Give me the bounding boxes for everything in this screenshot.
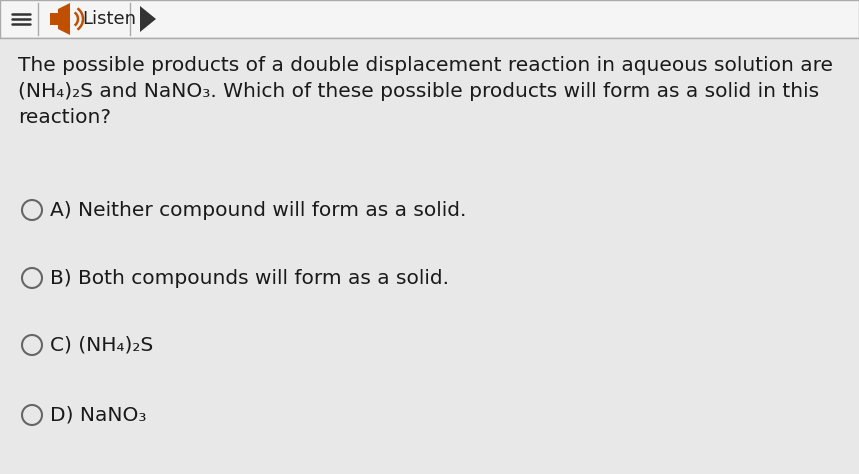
Bar	[0, 0, 859, 38]
FancyBboxPatch shape	[50, 13, 58, 25]
Text: B) Both compounds will form as a solid.: B) Both compounds will form as a solid.	[50, 268, 449, 288]
Text: (NH₄)₂S and NaNO₃. Which of these possible products will form as a solid in this: (NH₄)₂S and NaNO₃. Which of these possib…	[18, 82, 819, 101]
Text: C) (NH₄)₂S: C) (NH₄)₂S	[50, 336, 153, 355]
Text: The possible products of a double displacement reaction in aqueous solution are: The possible products of a double displa…	[18, 56, 833, 75]
Text: A) Neither compound will form as a solid.: A) Neither compound will form as a solid…	[50, 201, 466, 219]
Polygon shape	[140, 6, 156, 32]
Text: D) NaNO₃: D) NaNO₃	[50, 405, 147, 425]
Text: Listen: Listen	[82, 10, 136, 28]
Polygon shape	[58, 3, 70, 35]
Text: reaction?: reaction?	[18, 108, 111, 127]
